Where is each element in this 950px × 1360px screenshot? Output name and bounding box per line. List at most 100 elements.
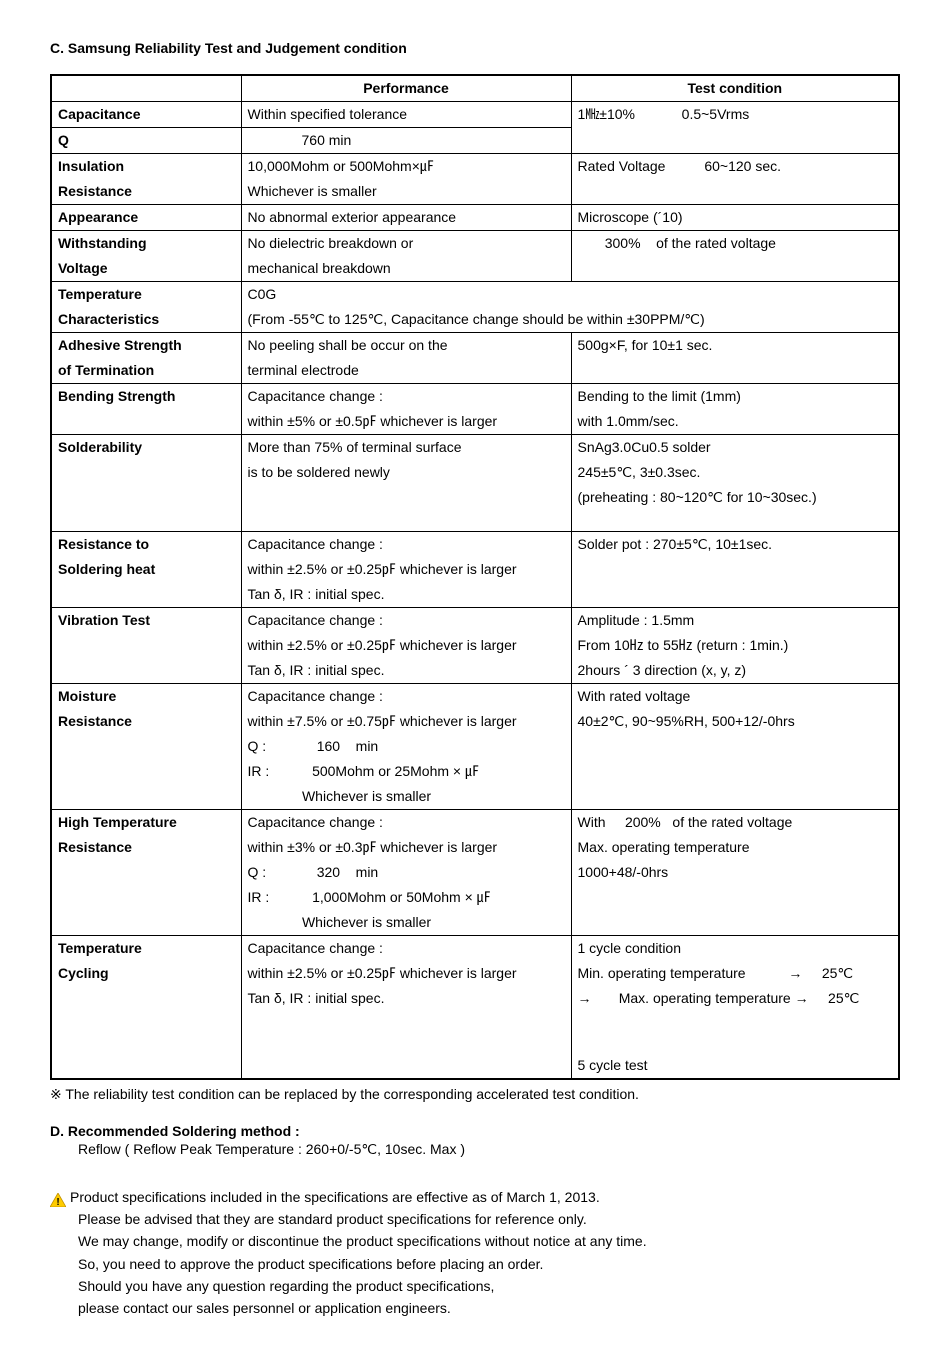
perf-q: 760 min [241,128,571,154]
row-moist-1: Moisture Capacitance change : With rated… [51,683,899,709]
perf-tempchar-2: (From -55℃ to 125℃, Capacitance change s… [241,307,899,333]
perf-bending-2: within ±5% or ±0.5㎊ whichever is larger [241,409,571,435]
tc-bending-1: Bending to the limit (1mm) [571,384,899,410]
row-cycling-spacer1 [51,1011,899,1032]
perf-moist-4: IR : 500Mohm or 25Mohm × ㎌ [241,759,571,784]
warning-block: ! Product specifications included in the… [50,1186,900,1320]
row-hitemp-4: IR : 1,000Mohm or 50Mohm × ㎌ [51,885,899,910]
row-hitemp-3: Q : 320 min 1000+48/-0hrs [51,860,899,885]
tc-cycling-3: → Max. operating temperature → 25℃ [571,986,899,1011]
row-appearance: Appearance No abnormal exterior appearan… [51,205,899,231]
label-solderability: Solderability [51,435,241,532]
row-moist-5: Whichever is smaller [51,784,899,810]
section-d-title: D. Recommended Soldering method : [50,1123,900,1139]
tc-vib-1: Amplitude : 1.5mm [571,607,899,633]
label-resistance-to: Resistance to [51,531,241,557]
label-temperature: Temperature [51,282,241,308]
label-capacitance: Capacitance [51,102,241,128]
tc-withstanding: 300% of the rated voltage [571,231,899,282]
note-text: ※ The reliability test condition can be … [50,1086,900,1103]
tc-solder-2: 245±5℃, 3±0.3sec. [571,460,899,485]
row-hitemp-5: Whichever is smaller [51,910,899,936]
perf-solder-2: is to be soldered newly [241,460,571,485]
row-bending-1: Bending Strength Capacitance change : Be… [51,384,899,410]
label-hitemp: High Temperature [51,809,241,835]
row-tempchar-1: Temperature C0G [51,282,899,308]
row-cycling-spacer2 [51,1032,899,1053]
row-adhesive-1: Adhesive Strength No peeling shall be oc… [51,333,899,359]
row-hitemp-2: Resistance within ±3% or ±0.3㎊ whichever… [51,835,899,860]
label-resistance: Resistance [51,179,241,205]
header-row: Performance Test condition [51,75,899,102]
perf-vib-3: Tan δ, IR : initial spec. [241,658,571,684]
label-termination: of Termination [51,358,241,384]
label-voltage: Voltage [51,256,241,282]
row-ressolder-1: Resistance to Capacitance change : Solde… [51,531,899,557]
row-hitemp-1: High Temperature Capacitance change : Wi… [51,809,899,835]
tc-hitemp-2: Max. operating temperature [571,835,899,860]
perf-bending-1: Capacitance change : [241,384,571,410]
tc-vib-3: 2hours ´ 3 direction (x, y, z) [571,658,899,684]
tc-solder-3: (preheating : 80~120℃ for 10~30sec.) [571,485,899,510]
row-withstanding-1: Withstanding No dielectric breakdown or … [51,231,899,257]
row-cycling-3: Tan δ, IR : initial spec. → Max. operati… [51,986,899,1011]
perf-capacitance: Within specified tolerance [241,102,571,128]
tc-hitemp-3: 1000+48/-0hrs [571,860,899,885]
perf-adhesive-2: terminal electrode [241,358,571,384]
warning-text-4: So, you need to approve the product spec… [78,1253,900,1275]
label-characteristics: Characteristics [51,307,241,333]
row-tempchar-2: Characteristics (From -55℃ to 125℃, Capa… [51,307,899,333]
perf-ressolder-3: Tan δ, IR : initial spec. [241,582,571,608]
label-insulation: Insulation [51,154,241,180]
label-hitemp-res: Resistance [51,835,241,860]
tc-insulation: Rated Voltage 60~120 sec. [571,154,899,205]
row-capacitance: Capacitance Within specified tolerance 1… [51,102,899,128]
tc-moist-1: With rated voltage [571,683,899,709]
label-temp-cycling: Temperature [51,935,241,961]
tc-appearance: Microscope (´10) [571,205,899,231]
tc-moist-2: 40±2℃, 90~95%RH, 500+12/-0hrs [571,709,899,734]
tc-ressolder: Solder pot : 270±5℃, 10±1sec. [571,531,899,607]
perf-hitemp-2: within ±3% or ±0.3㎊ whichever is larger [241,835,571,860]
label-q: Q [51,128,241,154]
label-cycling: Cycling [51,961,241,986]
tc-vib-2: From 10㎐ to 55㎐ (return : 1min.) [571,633,899,658]
label-soldering-heat: Soldering heat [51,557,241,582]
row-moist-2: Resistance within ±7.5% or ±0.75㎊ whiche… [51,709,899,734]
label-moisture: Moisture [51,683,241,709]
perf-cycling-2: within ±2.5% or ±0.25㎊ whichever is larg… [241,961,571,986]
perf-withstanding-1: No dielectric breakdown or [241,231,571,257]
tc-hitemp-1: With 200% of the rated voltage [571,809,899,835]
warning-text-2: Please be advised that they are standard… [78,1208,900,1230]
row-insulation-1: Insulation 10,000Mohm or 500Mohm×㎌ Rated… [51,154,899,180]
tc-adhesive: 500g×F, for 10±1 sec. [571,333,899,384]
label-moisture-res: Resistance [51,709,241,734]
perf-insulation-2: Whichever is smaller [241,179,571,205]
perf-ressolder-1: Capacitance change : [241,531,571,557]
perf-withstanding-2: mechanical breakdown [241,256,571,282]
label-adhesive: Adhesive Strength [51,333,241,359]
tc-cycling-5: 5 cycle test [571,1053,899,1079]
label-withstanding: Withstanding [51,231,241,257]
perf-moist-2: within ±7.5% or ±0.75㎊ whichever is larg… [241,709,571,734]
label-vibration: Vibration Test [51,607,241,683]
perf-moist-3: Q : 160 min [241,734,571,759]
perf-cycling-3: Tan δ, IR : initial spec. [241,986,571,1011]
tc-bending-2: with 1.0mm/sec. [571,409,899,435]
tc-cycling-2: Min. operating temperature → 25℃ [571,961,899,986]
warning-icon: ! [50,1191,66,1205]
warning-line-1: ! Product specifications included in the… [50,1186,900,1208]
perf-hitemp-4: IR : 1,000Mohm or 50Mohm × ㎌ [241,885,571,910]
header-blank [51,75,241,102]
perf-adhesive-1: No peeling shall be occur on the [241,333,571,359]
perf-solder-1: More than 75% of terminal surface [241,435,571,461]
perf-ressolder-2: within ±2.5% or ±0.25㎊ whichever is larg… [241,557,571,582]
row-cycling-1: Temperature Capacitance change : 1 cycle… [51,935,899,961]
warning-text-1: Product specifications included in the s… [70,1189,600,1205]
row-cycling-2: Cycling within ±2.5% or ±0.25㎊ whichever… [51,961,899,986]
section-d-text: Reflow ( Reflow Peak Temperature : 260+0… [78,1141,900,1158]
svg-text:!: ! [56,1197,59,1207]
perf-moist-5: Whichever is smaller [241,784,571,810]
header-test-condition: Test condition [571,75,899,102]
perf-hitemp-5: Whichever is smaller [241,910,571,936]
